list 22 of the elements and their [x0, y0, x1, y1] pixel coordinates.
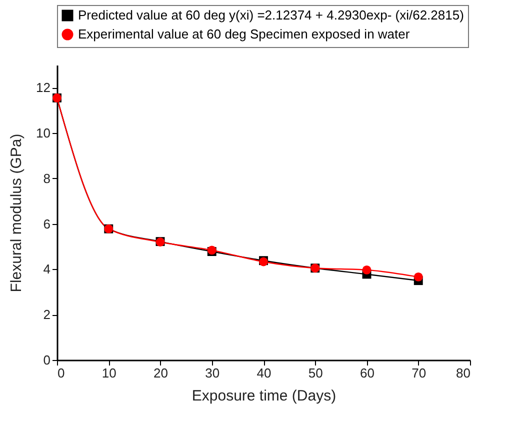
x-axis-title: Exposure time (Days) — [192, 388, 336, 404]
y-tick-label: 8 — [43, 170, 50, 186]
x-tick-label: 30 — [205, 366, 220, 380]
point — [362, 265, 372, 274]
y-axis-title: Flexural modulus (GPa) — [8, 134, 26, 292]
y-tick-label: 0 — [43, 352, 50, 368]
x-tick-label: 50 — [308, 366, 323, 380]
y-tick-label: 12 — [36, 80, 50, 96]
x-tick-label: 0 — [58, 366, 65, 380]
x-tick-label: 40 — [256, 366, 272, 380]
point — [414, 272, 423, 282]
legend-label: Predicted value at 60 deg y(xi) =2.12374 + 4.2930exp- (xi/62.2815) — [78, 8, 464, 22]
legend-label: Experimental value at 60 deg Specimen exposed in water — [78, 26, 410, 42]
x-tick-label: 10 — [102, 366, 116, 380]
y-tick-label: 2 — [43, 307, 50, 322]
x-tick-label: 60 — [360, 366, 374, 380]
x-tick-label: 80 — [456, 366, 470, 380]
x-tick-label: 70 — [412, 366, 426, 380]
y-tick-label: 4 — [43, 262, 50, 277]
y-tick-label: 6 — [43, 216, 50, 232]
y-tick-label: 10 — [36, 126, 50, 141]
x-tick-label: 20 — [154, 366, 168, 380]
